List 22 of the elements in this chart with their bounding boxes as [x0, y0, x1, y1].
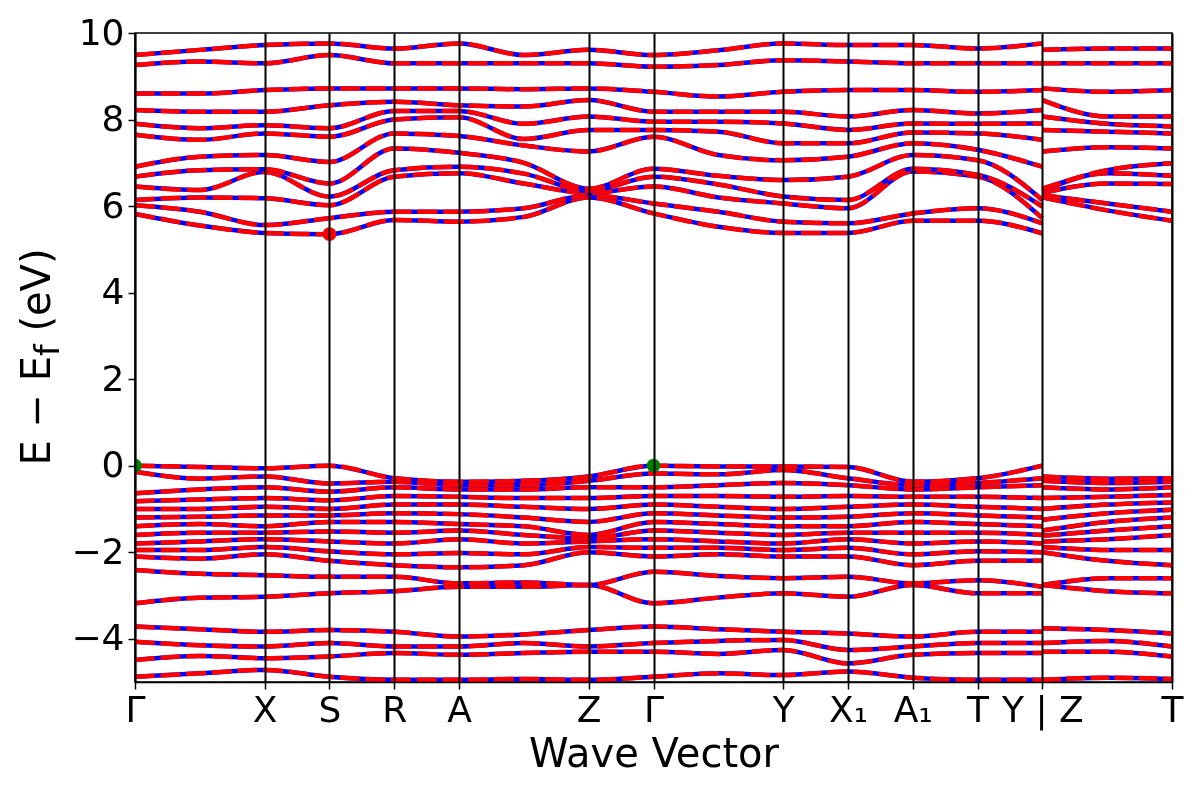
x-tick-label: Γ [125, 688, 146, 730]
y-tick-label: 0 [101, 444, 125, 486]
y-tick-label: −4 [71, 617, 125, 659]
y-tick-label: 4 [101, 271, 125, 313]
y-tick-label: 2 [101, 357, 125, 399]
x-tick-label: Γ [643, 688, 665, 730]
x-axis-title: Wave Vector [529, 729, 780, 776]
y-tick-label: −2 [71, 530, 125, 572]
x-tick-label: R [382, 688, 408, 730]
x-tick-label: Y [771, 688, 796, 730]
x-tick-label: X₁ [828, 688, 868, 730]
x-tick-label: Z [576, 688, 602, 730]
x-tick-label: T [1160, 688, 1185, 730]
x-tick-label: X [252, 688, 278, 730]
x-tick-label: S [318, 688, 342, 730]
x-tick-label: Y | Z [1001, 688, 1084, 731]
y-tick-label: 6 [101, 184, 125, 226]
x-tick-label: A₁ [893, 688, 933, 730]
y-tick-label: 8 [101, 98, 125, 140]
x-tick-label: T [966, 688, 991, 730]
x-tick-label: A [447, 688, 473, 730]
y-tick-label: 10 [78, 11, 125, 53]
